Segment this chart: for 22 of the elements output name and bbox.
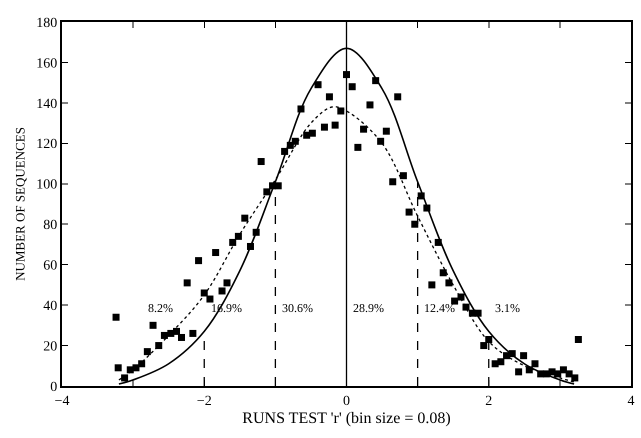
annotation: 28.9%	[353, 301, 384, 315]
annotation: 12.4%	[424, 301, 455, 315]
x-tick-label: 4	[628, 394, 634, 409]
y-tick-label: 180	[36, 16, 58, 31]
x-tick-label: −2	[196, 394, 212, 409]
annotation: 3.1%	[495, 301, 520, 315]
y-tick-label: 160	[36, 56, 58, 72]
y-tick-label: 100	[36, 178, 58, 193]
x-tick-label: 0	[343, 394, 350, 409]
y-tick-label: 20	[43, 339, 58, 354]
y-tick-label: 140	[36, 96, 58, 112]
y-axis-title: NUMBER OF SEQUENCES	[12, 127, 28, 281]
y-tick-label: 120	[36, 137, 58, 152]
annotation: 8.2%	[148, 301, 173, 315]
annotation: 30.6%	[282, 301, 313, 315]
x-tick-label: −4	[54, 394, 70, 409]
x-axis-title: RUNS TEST 'r' (bin size = 0.08)	[242, 410, 451, 427]
y-tick-label: 60	[43, 258, 58, 274]
y-tick-label: 80	[43, 218, 58, 234]
x-tick-label: 2	[485, 394, 492, 409]
y-tick-label: 0	[50, 380, 58, 395]
y-tick-label: 40	[43, 299, 58, 314]
